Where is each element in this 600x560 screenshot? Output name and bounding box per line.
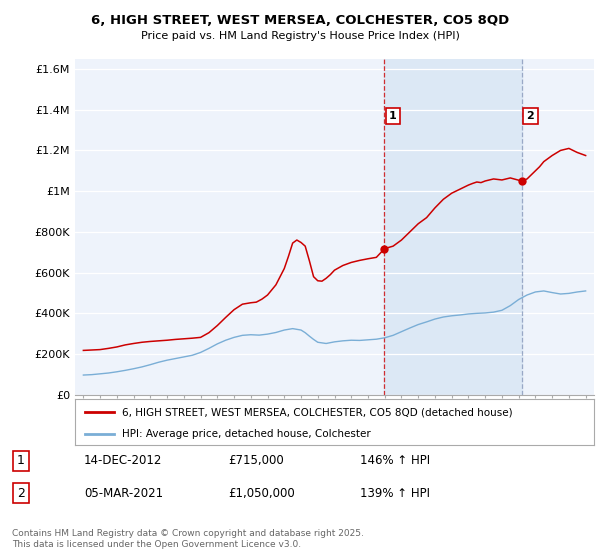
Text: 139% ↑ HPI: 139% ↑ HPI xyxy=(360,487,430,500)
Text: 2: 2 xyxy=(527,111,534,121)
Text: 1: 1 xyxy=(389,111,397,121)
Text: 14-DEC-2012: 14-DEC-2012 xyxy=(84,454,163,468)
Text: £715,000: £715,000 xyxy=(228,454,284,468)
Text: 1: 1 xyxy=(17,454,25,468)
Text: Contains HM Land Registry data © Crown copyright and database right 2025.
This d: Contains HM Land Registry data © Crown c… xyxy=(12,529,364,549)
Text: 146% ↑ HPI: 146% ↑ HPI xyxy=(360,454,430,468)
Text: £1,050,000: £1,050,000 xyxy=(228,487,295,500)
Bar xyxy=(384,59,521,395)
Text: Price paid vs. HM Land Registry's House Price Index (HPI): Price paid vs. HM Land Registry's House … xyxy=(140,31,460,41)
Text: HPI: Average price, detached house, Colchester: HPI: Average price, detached house, Colc… xyxy=(122,429,370,438)
Text: 6, HIGH STREET, WEST MERSEA, COLCHESTER, CO5 8QD: 6, HIGH STREET, WEST MERSEA, COLCHESTER,… xyxy=(91,14,509,27)
Text: 2: 2 xyxy=(17,487,25,500)
Text: 6, HIGH STREET, WEST MERSEA, COLCHESTER, CO5 8QD (detached house): 6, HIGH STREET, WEST MERSEA, COLCHESTER,… xyxy=(122,407,512,417)
Text: 05-MAR-2021: 05-MAR-2021 xyxy=(84,487,163,500)
